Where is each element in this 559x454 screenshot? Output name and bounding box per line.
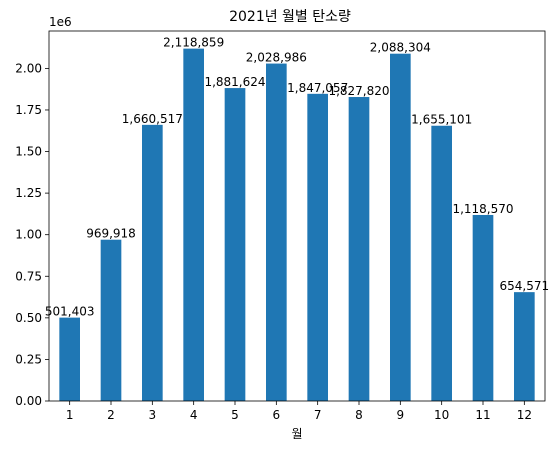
bar-month-1 (59, 317, 80, 401)
x-tick-label: 4 (190, 408, 198, 422)
data-label-month-4: 2,118,859 (163, 36, 224, 50)
y-tick-label: 1.00 (15, 228, 42, 242)
x-tick-label: 6 (273, 408, 281, 422)
chart-title: 2021년 월별 탄소량 (229, 9, 351, 25)
bar-month-3 (142, 124, 163, 401)
x-tick-label: 10 (434, 408, 449, 422)
data-label-month-5: 1,881,624 (204, 75, 265, 89)
x-tick-label: 11 (475, 408, 490, 422)
bar-month-10 (431, 125, 452, 401)
x-tick-label: 2 (107, 408, 115, 422)
bars-group (59, 48, 535, 402)
y-tick-label: 2.00 (15, 61, 42, 75)
data-label-month-1: 501,403 (45, 305, 95, 319)
y-tick-label: 0.50 (15, 311, 42, 325)
bar-month-12 (514, 292, 535, 401)
y-axis-ticks: 0.00 0.25 0.50 0.75 1.00 1.25 1.50 1.75 2.00 (15, 61, 49, 408)
bar-month-4 (183, 48, 204, 402)
x-tick-label: 5 (231, 408, 239, 422)
data-label-month-6: 2,028,986 (246, 51, 307, 65)
y-tick-label: 0.25 (15, 352, 42, 366)
bar-month-2 (100, 239, 122, 401)
bar-month-8 (348, 97, 370, 401)
x-tick-label: 12 (517, 408, 532, 422)
bar-month-9 (390, 53, 411, 402)
y-tick-label: 1.25 (15, 186, 42, 200)
y-tick-label: 1.50 (15, 145, 42, 159)
bar-month-5 (224, 88, 246, 402)
bar-month-6 (266, 63, 287, 402)
bar-month-11 (472, 214, 494, 401)
data-label-month-11: 1,118,570 (452, 202, 513, 216)
y-tick-label: 1.75 (15, 103, 42, 117)
y-tick-label: 0.75 (15, 269, 42, 283)
x-axis-ticks: 1 2 3 4 5 6 7 8 9 10 11 12 (66, 401, 532, 422)
data-labels-group: 501,403 969,918 1,660,517 2,118,859 1,881,62… (45, 36, 549, 319)
data-label-month-3: 1,660,517 (122, 112, 183, 126)
x-tick-label: 1 (66, 408, 74, 422)
x-tick-label: 9 (397, 408, 405, 422)
bar-month-7 (307, 93, 328, 402)
data-label-month-12: 654,571 (500, 279, 550, 293)
x-axis-label: 월 (291, 427, 302, 441)
x-tick-label: 7 (314, 408, 322, 422)
plot-frame (48, 30, 546, 402)
data-label-month-7: 1,847,057 (287, 81, 348, 95)
data-label-month-8: 1,827,820 (328, 84, 389, 98)
data-label-month-10: 1,655,101 (411, 113, 472, 127)
y-offset-label: 1e6 (49, 15, 72, 29)
x-tick-label: 3 (149, 408, 157, 422)
data-label-month-2: 969,918 (86, 227, 136, 241)
data-label-month-9: 2,088,304 (370, 41, 431, 55)
x-tick-label: 8 (355, 408, 363, 422)
y-tick-label: 0.00 (15, 394, 42, 408)
